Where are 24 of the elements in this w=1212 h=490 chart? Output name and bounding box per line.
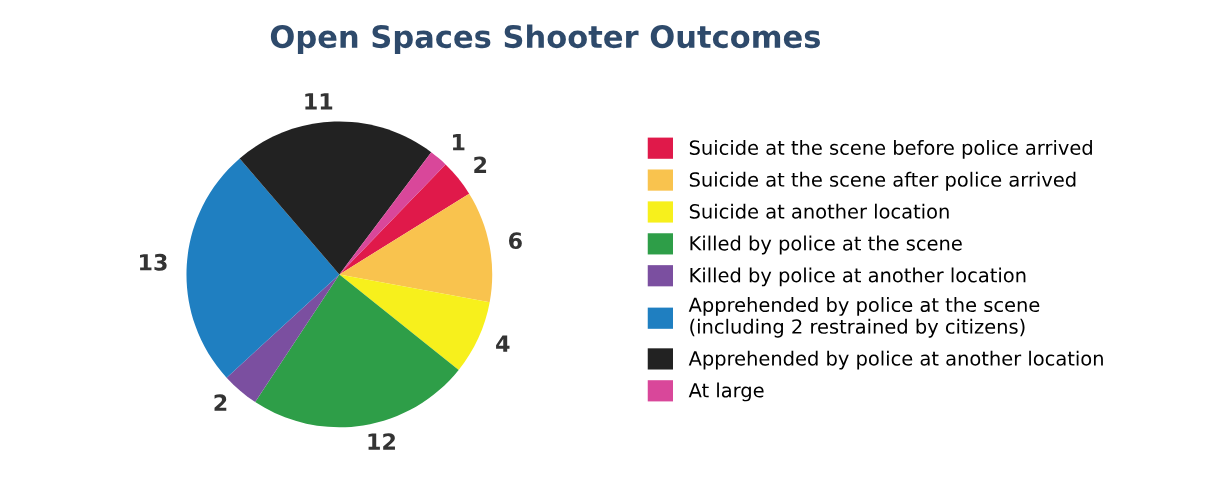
pie-slice xyxy=(339,164,470,275)
pie-slice xyxy=(255,274,459,428)
chart-title: Open Spaces Shooter Outcomes xyxy=(270,24,820,55)
pie-slice xyxy=(339,193,493,303)
pie-slice xyxy=(339,274,490,370)
legend-label: At large xyxy=(688,382,764,402)
data-label: 12 xyxy=(368,433,395,450)
pie-slice xyxy=(239,121,432,275)
legend-label: Apprehended by police at another location xyxy=(688,350,1103,370)
data-label: 2 xyxy=(474,156,487,173)
legend-label: Suicide at the scene after police arrived xyxy=(689,171,1076,191)
legend-label: Suicide at another location xyxy=(689,203,949,219)
legend-label: Killed by police at the scene xyxy=(690,235,962,255)
legend-label: Apprehended by police at the scene (including 2 restrained by citizens) xyxy=(688,297,1040,338)
pie-slice xyxy=(186,158,340,378)
data-label: 13 xyxy=(140,253,167,271)
data-label: 1 xyxy=(453,134,465,151)
pie-slice xyxy=(226,274,340,403)
legend-label: Suicide at the scene before police arrived xyxy=(689,139,1092,159)
legend-label: Killed by police at another location xyxy=(690,267,1026,287)
data-label: 11 xyxy=(305,93,333,110)
data-label: 4 xyxy=(496,335,510,352)
data-label: 2 xyxy=(214,394,227,411)
data-label: 6 xyxy=(508,232,522,250)
